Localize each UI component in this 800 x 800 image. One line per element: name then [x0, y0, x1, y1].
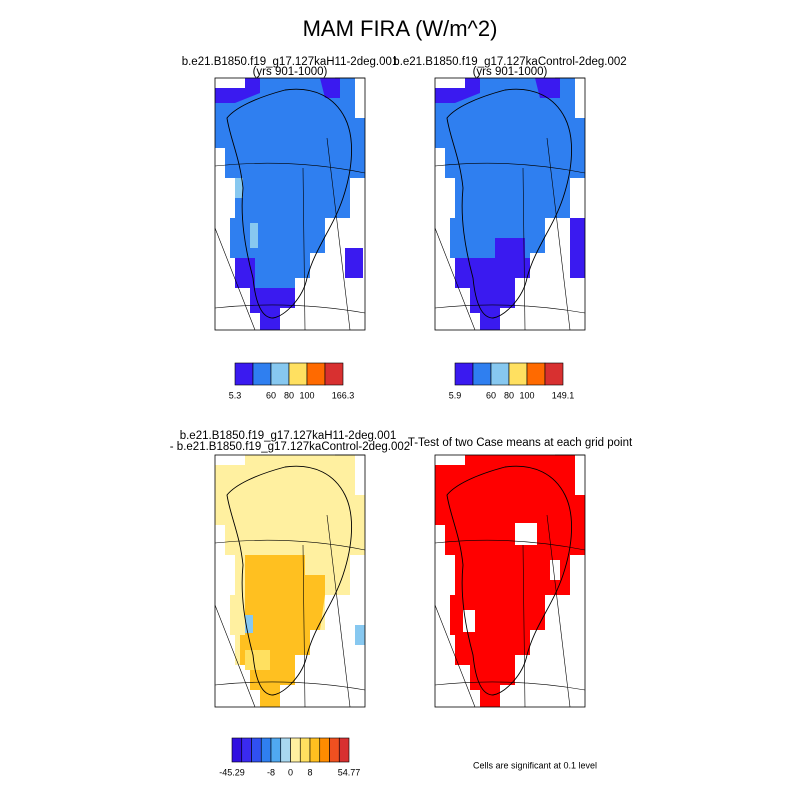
colorbar-box: [324, 362, 344, 386]
colorbar-box: [299, 737, 311, 763]
colorbar-label: 60: [486, 390, 496, 400]
colorbar-box: [280, 737, 291, 763]
colorbar-box: [319, 737, 330, 763]
colorbar-box: [234, 362, 254, 386]
colorbar-box: [252, 362, 272, 386]
colorbar-box: [490, 362, 510, 386]
panel-title: b.e21.B1850.f19_g17.127kaH11-2deg.001: [180, 430, 397, 442]
colorbar-label: 80: [284, 390, 294, 400]
colorbar-label: 8: [307, 767, 312, 777]
colorbar-box: [306, 362, 326, 386]
colorbar-label: 166.3: [332, 390, 355, 400]
colorbar-box: [270, 737, 282, 763]
panel-subtitle: (yrs 901-1000): [473, 66, 548, 78]
colorbar-box: [231, 737, 243, 763]
note: Cells are significant at 0.1 level: [473, 760, 597, 770]
map: [214, 454, 366, 708]
colorbar-label: 5.9: [449, 390, 462, 400]
colorbar-box: [251, 737, 262, 763]
colorbar-label: 149.1: [552, 390, 575, 400]
colorbar-box: [454, 362, 474, 386]
panel-title: b.e21.B1850.f19_g17.127kaControl-2deg.00…: [393, 56, 626, 68]
colorbar-box: [270, 362, 290, 386]
panel-subtitle: (yrs 901-1000): [253, 66, 328, 78]
panel-subtitle: - b.e21.B1850.f19_g17.127kaControl-2deg.…: [170, 441, 410, 453]
panel-title: T-Test of two Case means at each grid po…: [408, 437, 633, 449]
colorbar-box: [544, 362, 564, 386]
colorbar-label: 60: [266, 390, 276, 400]
colorbar-box: [241, 737, 252, 763]
colorbar-box: [309, 737, 321, 763]
colorbar-box: [472, 362, 492, 386]
map: [214, 77, 366, 331]
colorbar-box: [338, 737, 350, 763]
figure-title: MAM FIRA (W/m^2): [303, 16, 498, 41]
colorbar-box: [329, 737, 340, 763]
colorbar-box: [260, 737, 272, 763]
colorbar-label: 100: [519, 390, 534, 400]
colorbar-label: -8: [267, 767, 275, 777]
colorbar-box: [290, 737, 301, 763]
colorbar-box: [508, 362, 528, 386]
map: [434, 77, 586, 331]
panel-title: b.e21.B1850.f19_g17.127kaH11-2deg.001: [182, 56, 399, 68]
colorbar-label: 0: [288, 767, 293, 777]
colorbar-label: 100: [299, 390, 314, 400]
colorbar-box: [288, 362, 308, 386]
map: [434, 454, 586, 708]
colorbar-box: [526, 362, 546, 386]
colorbar-label: 80: [504, 390, 514, 400]
colorbar-label: 5.3: [229, 390, 242, 400]
colorbar-label: -45.29: [219, 767, 245, 777]
colorbar-label: 54.77: [338, 767, 361, 777]
